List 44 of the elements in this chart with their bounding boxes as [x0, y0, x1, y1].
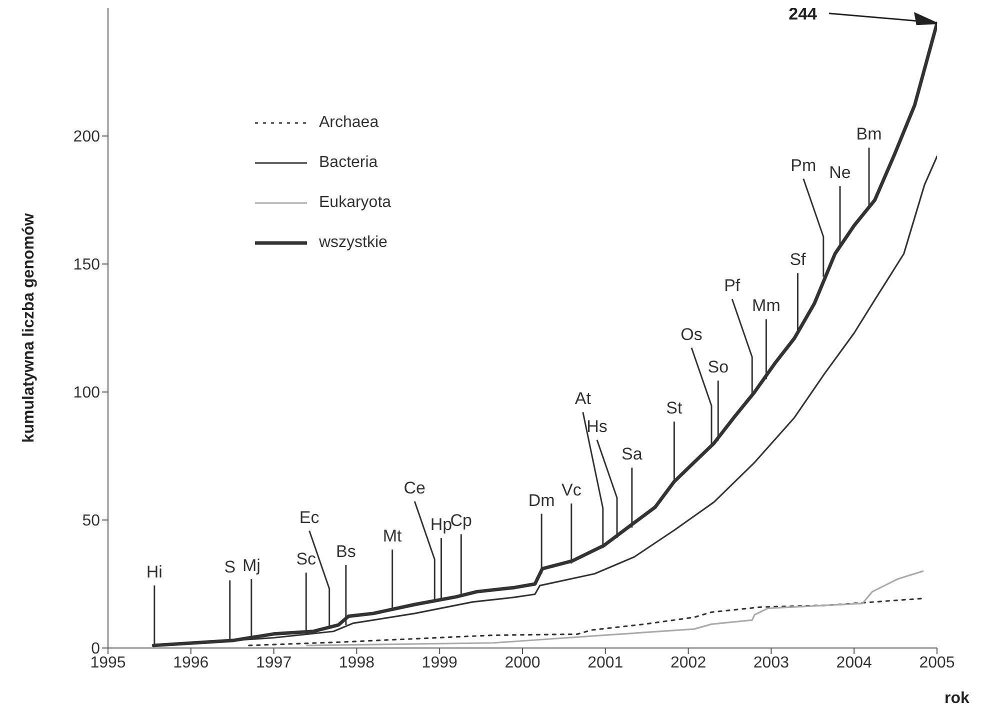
- y-tick-label: 200: [73, 128, 100, 146]
- x-tick-label: 1999: [422, 654, 458, 672]
- x-tick-label: 2000: [504, 654, 540, 672]
- annotation: Os: [680, 324, 702, 344]
- annotation: Ce: [404, 478, 426, 498]
- annotation: Bm: [856, 124, 882, 144]
- y-tick-label: 100: [73, 384, 100, 402]
- x-tick-label: 2004: [836, 654, 872, 672]
- annotation: Hp: [430, 515, 452, 534]
- annotation: Mj: [242, 556, 260, 576]
- x-tick-label: 1997: [256, 654, 292, 672]
- annotation: Sa: [622, 444, 643, 464]
- x-tick-label: 2002: [670, 654, 706, 672]
- x-tick-label: 1998: [338, 654, 375, 672]
- legend-label: Eukaryota: [319, 193, 392, 213]
- annotation: Ne: [829, 163, 851, 182]
- annotation: Pm: [790, 156, 816, 175]
- y-tick-label: 150: [73, 256, 100, 274]
- annotation: Sc: [296, 550, 317, 569]
- annotation: Ec: [299, 508, 320, 527]
- annotation: Mt: [382, 526, 402, 546]
- annotation: Dm: [528, 490, 555, 510]
- annotation: Vc: [561, 480, 582, 500]
- y-axis-title: kumulatywna liczba genomów: [20, 212, 38, 443]
- annotation: Pf: [724, 276, 740, 296]
- x-tick-label: 1996: [173, 654, 209, 672]
- annotation: Sf: [790, 250, 806, 270]
- annotation: S: [224, 557, 236, 576]
- legend-label: wszystkie: [319, 233, 388, 253]
- annotation: At: [574, 389, 592, 408]
- x-tick-label: 2005: [919, 654, 955, 672]
- annotation: Mm: [752, 296, 780, 316]
- legend-label: Bacteria: [319, 153, 378, 173]
- annotation: St: [666, 398, 683, 418]
- x-axis-title: rok: [944, 690, 970, 707]
- annotation: Hs: [586, 416, 608, 436]
- annotation: Bs: [336, 542, 356, 561]
- annotation: Hi: [146, 562, 162, 582]
- annotation: Cp: [450, 511, 472, 530]
- x-tick-label: 2003: [753, 654, 790, 672]
- annotation: So: [708, 358, 729, 377]
- x-tick-label: 2001: [588, 654, 624, 672]
- legend-label: Archaea: [319, 113, 379, 133]
- y-tick-label: 50: [82, 512, 100, 530]
